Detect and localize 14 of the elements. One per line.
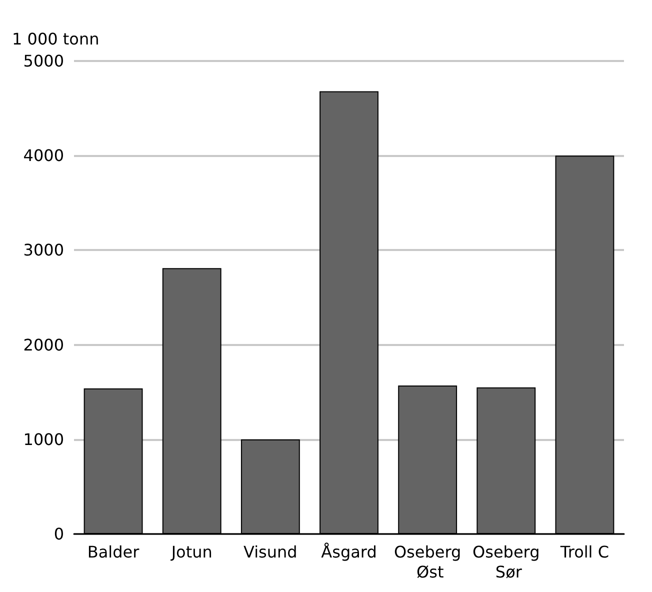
x-tick-label: Visund: [244, 542, 298, 562]
x-tick-label: Balder: [87, 542, 140, 562]
y-tick-label: 3000: [23, 240, 64, 260]
x-tick-label: Oseberg Sør: [472, 542, 540, 582]
x-tick-label: Oseberg Øst: [394, 542, 462, 582]
x-tick-label: Troll C: [559, 542, 610, 562]
x-tick-label: Jotun: [170, 542, 212, 562]
y-axis-title: 1 000 tonn: [12, 30, 100, 48]
y-tick-label: 5000: [23, 52, 64, 70]
y-tick-label: 1000: [23, 430, 64, 449]
x-tick-label: Åsgard: [321, 542, 377, 562]
y-tick-label: 2000: [23, 335, 64, 354]
y-tick-label: 4000: [23, 146, 64, 166]
y-tick-label: 0: [54, 524, 64, 544]
